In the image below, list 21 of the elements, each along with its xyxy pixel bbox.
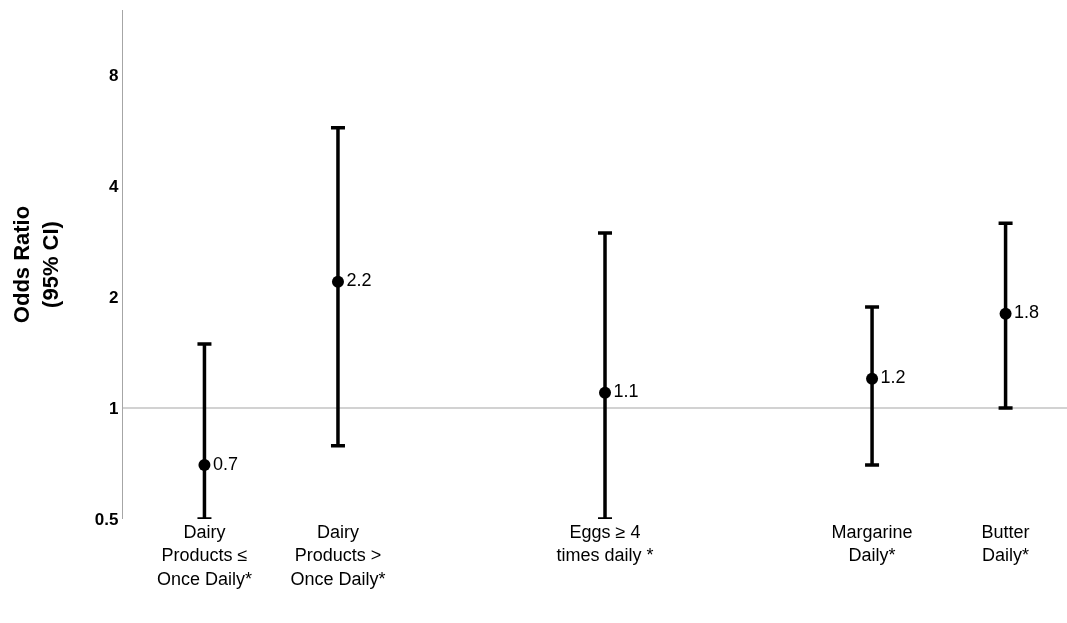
y-tick-label: 8 [109, 65, 119, 85]
y-tick-label: 1 [109, 398, 119, 418]
point [999, 307, 1012, 320]
x-tick-label: Dairy Products > Once Daily* [290, 522, 386, 589]
data-label: 1.1 [613, 381, 639, 402]
point [599, 386, 612, 399]
point [866, 372, 879, 385]
data-label: 1.8 [1014, 302, 1040, 323]
point [198, 459, 211, 472]
x-tick-label: Eggs ≥ 4 times daily * [556, 522, 654, 566]
data-label: 2.2 [346, 270, 372, 291]
data-label: 1.2 [880, 367, 906, 388]
data-label: 0.7 [212, 453, 238, 474]
x-tick-label: Dairy Products ≤ Once Daily* [156, 522, 252, 589]
point [331, 275, 344, 288]
x-tick-label: Butter Daily* [981, 522, 1030, 566]
x-tick-label: Margarine Daily* [831, 522, 913, 566]
y-axis-title: Odds Ratio (95% CI) [9, 205, 63, 324]
y-tick-label: 4 [109, 176, 120, 196]
y-tick-label: 2 [109, 287, 119, 307]
y-tick-label: 0.5 [94, 509, 119, 529]
